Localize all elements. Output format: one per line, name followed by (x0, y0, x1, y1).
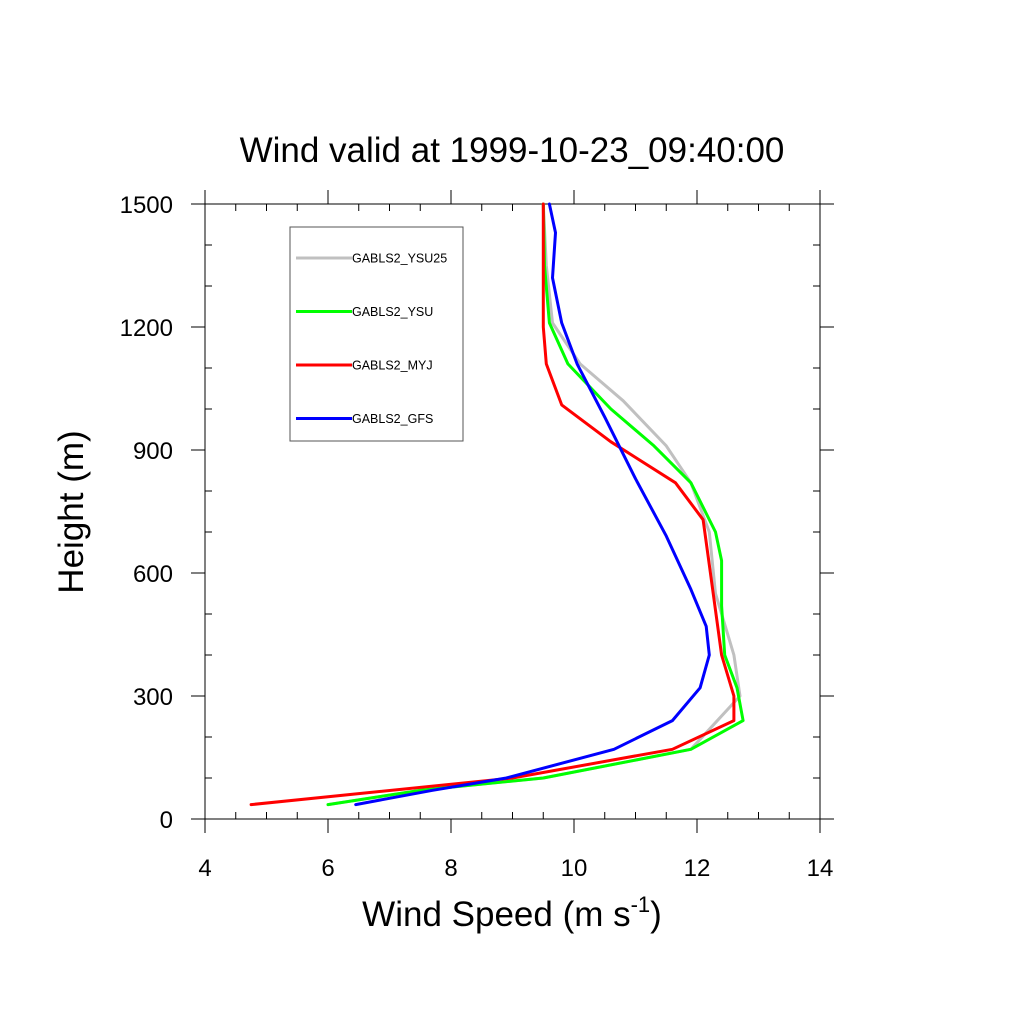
x-tick-label: 6 (321, 855, 334, 882)
y-tick-label: 300 (133, 684, 173, 711)
axis-ticks: 4 6 8 10 12 14 0 300 600 900 1200 1500 (120, 190, 834, 882)
chart-title: Wind valid at 1999-10-23_09:40:00 (240, 131, 785, 170)
series-line-gabls2-myj (249, 202, 736, 807)
series-line-gabls2-gfs (354, 202, 711, 807)
x-axis-label-superscript: -1 (631, 892, 651, 917)
x-axis-label: Wind Speed (m s-1) (362, 892, 662, 934)
x-axis-label-main: Wind Speed (m s (362, 895, 630, 934)
x-tick-label: 8 (444, 855, 457, 882)
legend-label: GABLS2_MYJ (352, 359, 433, 373)
x-axis-label-close: ) (650, 895, 662, 934)
legend-box (289, 226, 464, 442)
plot-border (204, 203, 821, 820)
x-tick-label: 10 (561, 855, 588, 882)
x-tick-label: 12 (684, 855, 711, 882)
x-tick-label: 4 (198, 855, 211, 882)
series-layer (249, 202, 745, 807)
y-tick-label: 600 (133, 561, 173, 588)
y-tick-label: 1500 (120, 192, 173, 219)
plot-frame (204, 203, 821, 820)
y-tick-label: 0 (160, 807, 173, 834)
y-tick-label: 1200 (120, 315, 173, 342)
legend-label: GABLS2_YSU (352, 305, 433, 319)
series-line-gabls2-ysu (326, 202, 745, 807)
y-tick-label: 900 (133, 438, 173, 465)
legend-label: GABLS2_YSU25 (352, 252, 447, 266)
y-axis-label: Height (m) (52, 430, 91, 593)
legend: GABLS2_YSU25 GABLS2_YSU GABLS2_MYJ GABLS2_G… (289, 226, 464, 442)
legend-label: GABLS2_GFS (352, 412, 433, 426)
x-tick-label: 14 (807, 855, 834, 882)
